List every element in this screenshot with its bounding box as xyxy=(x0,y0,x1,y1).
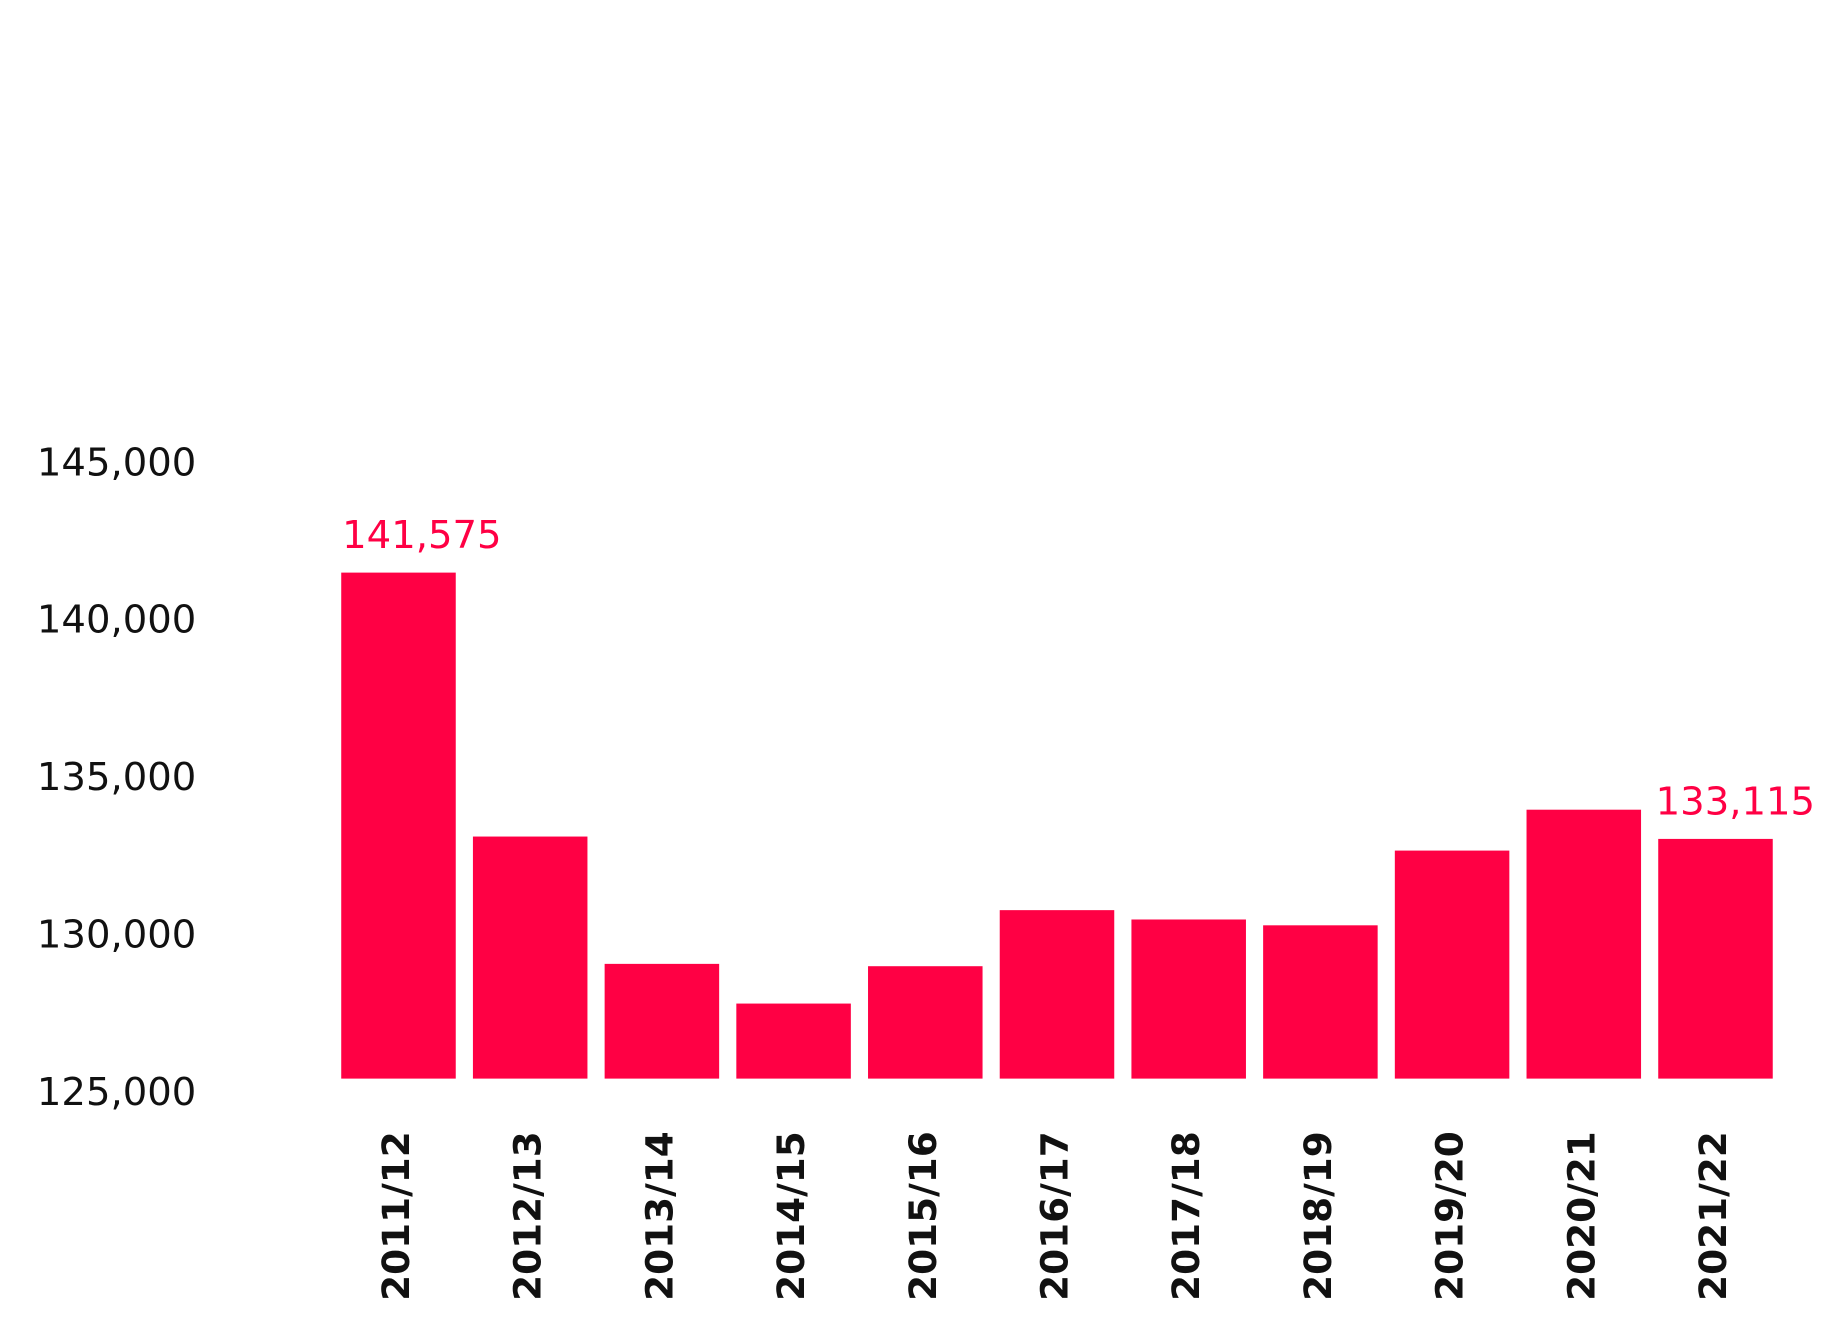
bar xyxy=(1526,809,1642,1079)
value-label: 133,115 xyxy=(1656,779,1815,824)
bar xyxy=(341,572,456,1079)
bar xyxy=(1263,925,1378,1079)
x-tick-label: 2015/16 xyxy=(901,1131,945,1301)
x-tick-label: 2013/14 xyxy=(637,1131,681,1301)
x-tick-label: 2011/12 xyxy=(374,1131,418,1301)
bar xyxy=(604,963,720,1079)
bar xyxy=(999,910,1115,1079)
bar xyxy=(1658,838,1773,1079)
x-tick-label: 2017/18 xyxy=(1164,1131,1208,1301)
x-tick-label: 2014/15 xyxy=(769,1131,813,1301)
x-tick-label: 2019/20 xyxy=(1428,1131,1472,1301)
y-tick-label: 140,000 xyxy=(37,598,196,643)
x-tick-label: 2012/13 xyxy=(506,1131,550,1301)
x-tick-label: 2020/21 xyxy=(1559,1131,1603,1301)
bar xyxy=(736,1003,851,1079)
y-tick-label: 135,000 xyxy=(37,755,196,800)
bar xyxy=(1131,919,1246,1079)
y-tick-label: 145,000 xyxy=(37,440,196,485)
bar xyxy=(472,836,588,1079)
x-tick-label: 2018/19 xyxy=(1296,1131,1340,1301)
x-tick-label: 2016/17 xyxy=(1032,1131,1076,1301)
y-tick-label: 125,000 xyxy=(37,1070,196,1115)
bar xyxy=(1394,850,1510,1079)
x-tick-label: 2021/22 xyxy=(1691,1131,1735,1301)
bar xyxy=(868,966,983,1079)
value-label: 141,575 xyxy=(342,513,501,558)
y-tick-label: 130,000 xyxy=(37,912,196,957)
